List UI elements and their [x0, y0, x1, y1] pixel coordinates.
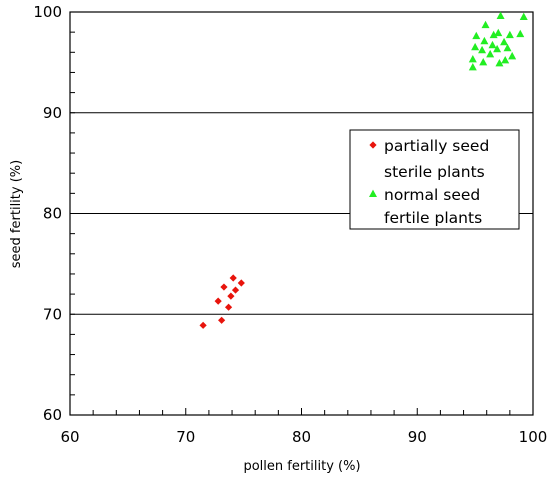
legend-label-fertile-line1: normal seed	[384, 186, 480, 204]
sterile-data-point	[199, 321, 207, 329]
fertile-data-point	[488, 40, 497, 49]
x-tick-label: 90	[408, 428, 427, 446]
y-tick-label: 100	[33, 3, 62, 21]
legend: partially seed sterile plants normal see…	[349, 129, 520, 230]
sterile-data-point	[218, 316, 226, 324]
fertile-data-point	[468, 63, 477, 71]
legend-label-sterile-line2: sterile plants	[384, 163, 485, 181]
x-axis-title: pollen fertility (%)	[243, 459, 360, 474]
fertile-data-point	[468, 54, 477, 63]
fertile-data-point	[480, 36, 489, 45]
fertile-data-point	[493, 44, 502, 53]
x-tick-labels: 60 70 80 90 100	[60, 428, 547, 446]
sterile-data-point	[224, 303, 233, 311]
fertile-data-point	[479, 57, 488, 66]
sterile-data-point	[227, 292, 235, 300]
fertile-data-point	[495, 58, 504, 67]
fertile-data-point	[496, 11, 505, 20]
sterile-data-point	[214, 297, 222, 305]
sterile-data-point	[231, 286, 240, 294]
y-tick-label: 80	[43, 205, 62, 223]
fertile-data-point	[478, 45, 487, 54]
legend-triangle-marker	[369, 189, 377, 197]
fertile-data-point	[516, 29, 525, 38]
y-tick-label: 60	[43, 406, 62, 424]
y-axis-title: seed fertility (%)	[9, 160, 24, 268]
x-tick-label: 60	[60, 428, 79, 446]
fertile-data-point	[503, 43, 512, 52]
fertile-data-point	[489, 30, 498, 39]
points-layer	[199, 11, 528, 329]
legend-label-sterile-line1: partially seed	[384, 137, 489, 155]
legend-marker-sterile	[369, 141, 377, 149]
legend-diamond-marker	[369, 141, 377, 149]
sterile-data-point	[220, 283, 228, 291]
fertile-data-point	[501, 55, 510, 64]
x-tick-label: 70	[176, 428, 195, 446]
x-tick-label: 80	[292, 428, 311, 446]
sterile-data-point	[229, 274, 237, 282]
y-tick-labels: 60 70 80 90 100	[33, 3, 62, 424]
legend-box	[349, 129, 520, 230]
legend-label-fertile-line2: fertile plants	[384, 209, 482, 227]
fertile-data-point	[481, 20, 490, 29]
fertile-data-point	[508, 51, 517, 60]
fertile-data-point	[505, 30, 514, 39]
fertile-data-point	[472, 31, 481, 40]
y-tick-label: 90	[43, 104, 62, 122]
y-tick-label: 70	[43, 305, 62, 323]
legend-marker-fertile	[369, 189, 377, 197]
sterile-data-point	[237, 279, 245, 287]
fertile-data-point	[486, 49, 495, 58]
x-tick-label: 100	[519, 428, 548, 446]
fertile-data-point	[500, 37, 509, 46]
fertile-data-point	[519, 12, 528, 21]
fertile-data-point	[494, 28, 503, 37]
plot-area-frame	[69, 11, 534, 416]
minor-ticks	[70, 31, 511, 415]
fertile-data-point	[471, 42, 480, 51]
